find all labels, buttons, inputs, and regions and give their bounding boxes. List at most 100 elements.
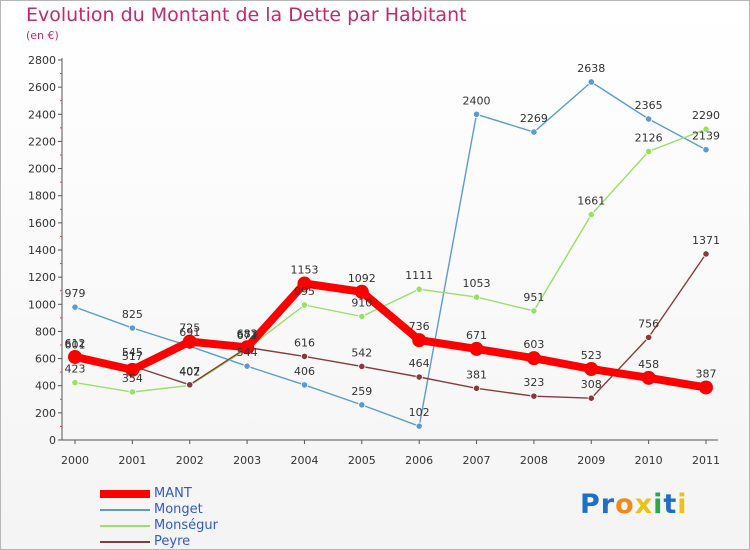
data-label: 683 (237, 327, 258, 340)
y-tick-label: 400 (35, 380, 56, 393)
legend-swatch (100, 490, 150, 498)
x-tick-label: 2011 (692, 454, 720, 467)
data-point (645, 115, 653, 123)
y-tick-label: 0 (49, 434, 56, 447)
y-tick-label: 800 (35, 325, 56, 338)
data-label: 545 (122, 346, 143, 359)
data-point (128, 388, 136, 396)
data-label: 2126 (635, 131, 663, 144)
data-label: 406 (294, 365, 315, 378)
y-tick-label: 1400 (28, 244, 56, 257)
data-label: 1092 (348, 272, 376, 285)
x-tick-label: 2000 (61, 454, 89, 467)
x-tick-label: 2004 (290, 454, 318, 467)
data-label: 2139 (692, 130, 720, 143)
data-label: 2365 (635, 99, 663, 112)
data-label: 601 (65, 338, 86, 351)
x-tick-label: 2007 (463, 454, 491, 467)
legend-label: Monségur (154, 518, 219, 533)
data-label: 2638 (577, 62, 605, 75)
data-point (358, 401, 366, 409)
x-tick-label: 2010 (635, 454, 663, 467)
data-label: 995 (294, 285, 315, 298)
data-point (71, 303, 79, 311)
data-point (415, 373, 423, 381)
data-point (300, 301, 309, 309)
data-label: 387 (696, 367, 717, 380)
data-label: 354 (122, 372, 143, 385)
data-point (702, 146, 710, 154)
chart-title: Evolution du Montant de la Dette par Hab… (26, 4, 467, 26)
data-label: 1661 (577, 195, 605, 208)
data-point (300, 352, 309, 360)
data-point (472, 110, 481, 118)
x-tick-label: 2006 (405, 454, 433, 467)
data-point (358, 312, 366, 321)
data-point (645, 147, 653, 156)
data-point (641, 370, 656, 385)
data-label: 671 (466, 329, 487, 342)
data-point (412, 333, 427, 348)
y-tick-label: 200 (35, 407, 56, 420)
y-tick-label: 1200 (28, 271, 56, 284)
data-label: 259 (351, 385, 372, 398)
data-label: 1053 (463, 277, 491, 290)
y-tick-label: 600 (35, 353, 56, 366)
series-line-peyre (74, 253, 707, 399)
data-label: 682 (237, 327, 258, 340)
data-point (702, 250, 710, 258)
data-point (125, 362, 140, 377)
legend-item: MANT (100, 486, 320, 502)
legend-label: MANT (154, 486, 192, 501)
data-point (358, 362, 366, 371)
data-label: 1111 (405, 269, 433, 282)
y-tick-label: 2600 (28, 81, 56, 94)
legend-label: Monget (154, 502, 203, 517)
data-point (530, 128, 538, 136)
data-label: 616 (294, 336, 315, 349)
data-label: 458 (638, 358, 659, 371)
data-label: 464 (409, 357, 430, 370)
data-point (240, 340, 255, 355)
data-point (530, 392, 538, 400)
legend-swatch (100, 541, 150, 543)
y-tick-label: 1000 (28, 298, 56, 311)
data-label: 1153 (290, 264, 318, 277)
x-tick-label: 2009 (577, 454, 605, 467)
legend-swatch (100, 525, 150, 527)
data-label: 2269 (520, 112, 548, 125)
data-point (587, 78, 595, 86)
data-point (472, 384, 481, 392)
data-label: 951 (523, 291, 544, 304)
chart-subtitle: (en €) (26, 29, 59, 42)
data-point (182, 334, 197, 349)
data-point (526, 351, 541, 366)
data-point (584, 362, 599, 377)
data-point (243, 362, 251, 370)
data-point (702, 125, 710, 133)
data-label: 979 (65, 287, 86, 300)
y-tick-label: 2200 (28, 135, 56, 148)
data-label: 523 (581, 349, 602, 362)
data-label: 381 (466, 368, 487, 381)
data-label: 102 (409, 406, 430, 419)
data-label: 2290 (692, 109, 720, 122)
data-point (186, 381, 194, 389)
y-tick-label: 2400 (28, 108, 56, 121)
legend-item: Monségur (100, 518, 320, 534)
data-label: 612 (65, 337, 86, 350)
data-label: 402 (179, 365, 200, 378)
data-label: 691 (179, 326, 200, 339)
data-point (415, 285, 423, 293)
chart-legend: MANT Monget Monségur Peyre (100, 486, 320, 550)
data-label: 825 (122, 308, 143, 321)
data-point (68, 349, 82, 364)
x-tick-label: 2001 (118, 454, 146, 467)
y-tick-label: 1800 (28, 190, 56, 203)
x-tick-label: 2002 (176, 454, 204, 467)
data-label: 756 (638, 317, 659, 330)
x-tick-label: 2008 (520, 454, 548, 467)
proxiti-logo: Proxiti (580, 489, 688, 520)
